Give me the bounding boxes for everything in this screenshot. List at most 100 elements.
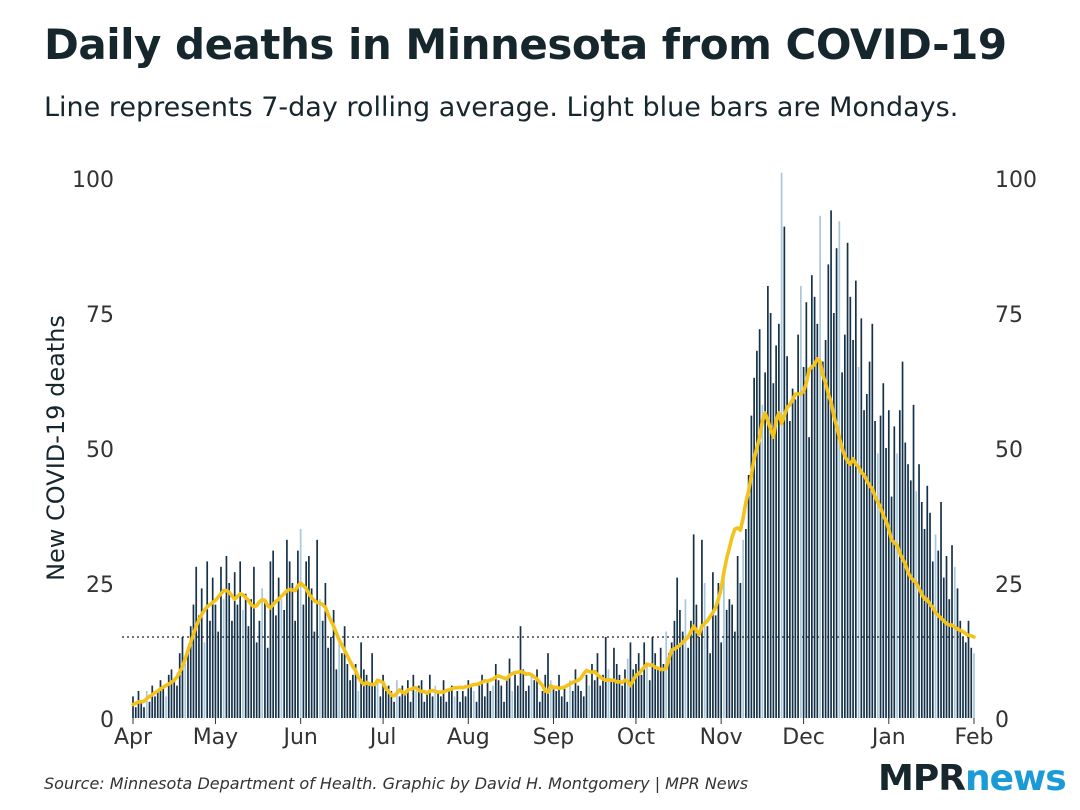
daily-bar [445,701,448,718]
x-tick-label: Feb [955,725,994,750]
y-tick-label-left: 100 [72,168,114,193]
daily-bar [893,426,896,718]
daily-bar [810,275,813,718]
daily-bar [582,696,585,718]
daily-bar [846,242,849,719]
daily-bar [571,691,574,718]
daily-bar [134,707,137,718]
daily-bar [821,361,824,718]
daily-bar [566,701,569,718]
daily-bar [363,669,365,718]
monday-bar [511,691,514,718]
daily-bar [964,642,967,718]
daily-bar [167,674,170,718]
daily-bar [618,674,621,718]
daily-bar [176,685,178,718]
monday-bar [299,529,302,718]
daily-bar [962,637,964,718]
daily-bar [835,248,838,718]
daily-bar [206,561,209,718]
daily-bar [420,680,423,718]
daily-bar [352,674,354,718]
daily-bar [368,685,371,718]
daily-bar [401,685,404,718]
daily-bar [599,685,602,718]
y-tick-label-left: 50 [86,438,114,463]
daily-bar [330,637,332,718]
daily-bar [486,680,489,718]
monday-bar [761,404,764,718]
daily-bar [481,674,483,718]
daily-bar [148,701,151,718]
monday-bar [800,286,802,718]
monday-bar [184,664,187,718]
monday-bar [222,599,225,718]
daily-bar [555,691,558,718]
daily-bar [879,415,882,718]
daily-bar [448,691,450,718]
daily-bar [192,604,195,718]
daily-bar [195,566,198,718]
monday-bar [953,566,956,718]
daily-bar [426,691,428,718]
daily-bar [827,264,830,718]
daily-bar [541,691,544,718]
daily-bar [868,361,871,718]
monday-bar [434,685,437,718]
daily-bar [390,691,393,718]
daily-bar [475,701,478,718]
daily-bar [291,583,294,718]
daily-bar [890,496,893,718]
daily-bar [560,696,563,718]
daily-bar [302,604,305,718]
daily-bar [478,685,481,718]
x-tick-label: Oct [617,725,655,750]
daily-bar [187,647,189,718]
daily-bar [209,620,211,718]
daily-bar [253,566,255,718]
daily-bar [643,642,646,718]
daily-bar [635,664,637,718]
daily-bar [250,599,253,718]
daily-bar [286,539,288,718]
daily-bar [538,701,541,718]
daily-bar [648,680,651,718]
daily-bar [714,615,717,718]
daily-bar [514,674,516,718]
daily-bar [816,323,819,718]
daily-bar [783,226,786,718]
daily-bar [621,685,624,718]
daily-bar [233,572,236,718]
daily-bar [294,620,296,718]
daily-bar [615,664,618,718]
daily-bar [439,696,442,718]
daily-bar [236,604,239,718]
daily-bar [406,680,409,718]
daily-bar [547,653,549,718]
monday-bar [376,680,379,718]
daily-bar [813,296,816,718]
daily-bar [467,680,470,718]
monday-bar [857,367,860,718]
daily-bar [536,669,538,718]
daily-bar [437,691,439,718]
daily-bar [728,599,731,718]
daily-bar [522,669,525,718]
monday-bar [242,610,244,718]
daily-bar [277,577,280,718]
daily-bar [712,572,714,718]
monday-bar [665,631,668,718]
daily-bar [832,313,835,718]
monday-bar [453,696,456,718]
daily-bar [681,631,684,718]
chart-title: Daily deaths in Minnesota from COVID-19 [44,20,1007,69]
monday-bar [338,642,340,718]
x-tick-label: Dec [782,725,825,750]
daily-bar [937,550,940,718]
daily-bar [494,664,497,718]
daily-bar [764,372,766,718]
daily-bar [797,334,799,718]
monday-bar [549,680,552,718]
monday-bar [684,599,687,718]
daily-bar [786,356,788,718]
